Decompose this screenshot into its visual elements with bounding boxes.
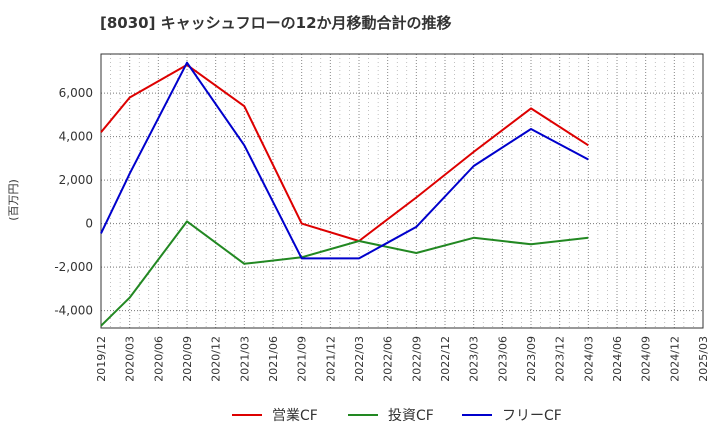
x-tick-label: 2020/09	[181, 336, 194, 382]
x-tick-label: 2020/12	[210, 336, 223, 382]
legend: 営業CF 投資CF フリーCF	[232, 408, 562, 424]
plot-background	[101, 54, 703, 328]
series-line-フリーCF	[100, 61, 589, 260]
x-tick-label: 2022/03	[353, 336, 366, 382]
x-tick-label: 2020/03	[124, 336, 137, 382]
y-axis-label: (百万円)	[7, 179, 20, 221]
legend-label: 営業CF	[272, 408, 318, 424]
chart-title: [8030] キャッシュフローの12か月移動合計の推移	[100, 14, 452, 32]
x-tick-labels: 2019/12 2020/03 2020/06 2020/09 2020/12 2021/…	[95, 336, 710, 382]
y-tick-label: -2,000	[54, 260, 93, 274]
x-tick-label: 2023/03	[468, 336, 481, 382]
y-tick-label: 6,000	[59, 86, 93, 100]
x-tick-label: 2022/06	[382, 336, 395, 382]
x-tick-label: 2022/12	[439, 336, 452, 382]
series-layer	[100, 61, 589, 327]
y-tick-label: -4,000	[54, 304, 93, 318]
y-tick-label: 0	[85, 217, 93, 231]
plot-frame	[100, 53, 704, 329]
x-tick-label: 2021/06	[267, 336, 280, 382]
series-line-投資CF	[100, 220, 589, 327]
x-tick-label: 2021/03	[238, 336, 251, 382]
legend-label: フリーCF	[502, 408, 562, 424]
x-tick-label: 2023/09	[525, 336, 538, 382]
legend-label: 投資CF	[388, 408, 434, 424]
x-tick-label: 2023/06	[496, 336, 509, 382]
x-tick-label: 2024/09	[640, 336, 653, 382]
x-tick-label: 2020/06	[152, 336, 165, 382]
grid-layer	[101, 54, 703, 328]
y-tick-labels: 6,000 4,000 2,000 0 -2,000 -4,000	[54, 86, 93, 317]
x-tick-label: 2024/03	[582, 336, 595, 382]
x-tick-label: 2024/12	[668, 336, 681, 382]
y-tick-label: 4,000	[59, 130, 93, 144]
x-tick-label: 2021/09	[296, 336, 309, 382]
x-tick-label: 2024/06	[611, 336, 624, 382]
x-tick-label: 2025/03	[697, 336, 710, 382]
x-tick-label: 2022/09	[410, 336, 423, 382]
x-tick-label: 2019/12	[95, 336, 108, 382]
y-tick-label: 2,000	[59, 173, 93, 187]
series-line-営業CF	[100, 63, 589, 242]
x-tick-label: 2021/12	[324, 336, 337, 382]
x-tick-label: 2023/12	[554, 336, 567, 382]
